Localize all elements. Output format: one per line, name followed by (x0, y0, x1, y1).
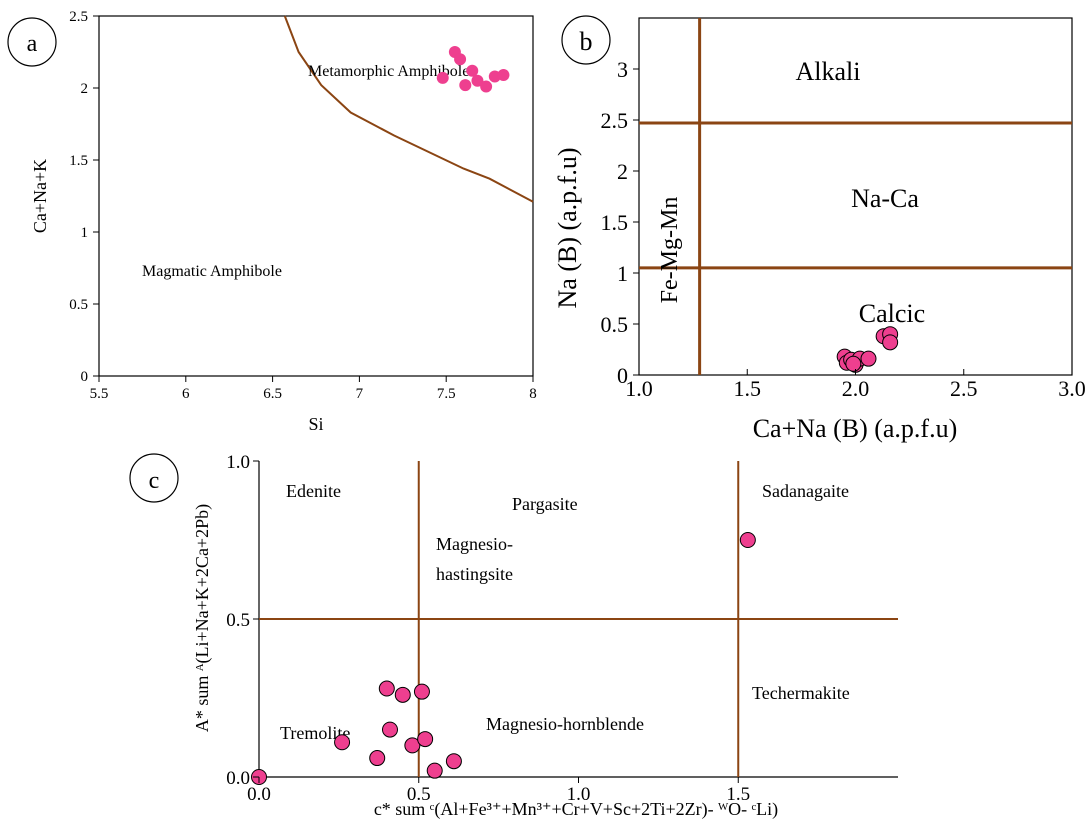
x-tick-label: 5.5 (90, 386, 109, 402)
data-point (334, 734, 351, 751)
y-tick-label: 1 (617, 261, 628, 286)
y-tick-label: 0.5 (601, 312, 629, 337)
field-label: Magnesio- (436, 534, 513, 554)
field-label: Magnesio-hornblende (486, 714, 644, 734)
field-label: Calcic (859, 299, 925, 328)
y-tick-label: 0.5 (69, 297, 88, 313)
data-point (369, 750, 386, 767)
data-point (454, 53, 467, 66)
panel-b-badge (561, 15, 611, 65)
y-tick-label: 1 (81, 225, 89, 241)
data-point (381, 721, 398, 738)
field-label: Fe-Mg-Mn (657, 197, 683, 304)
data-point (480, 80, 493, 93)
data-point (445, 753, 462, 770)
field-label: Magmatic Amphibole (142, 263, 282, 280)
data-point (739, 532, 756, 548)
y-tick-label: 3 (617, 57, 628, 82)
panel-b: b Alkali Na-Ca Calcic Fe-Mg-Mn 1.0 1.5 2.0… (553, 15, 1086, 443)
panel-c-letter: c (149, 468, 160, 494)
x-tick-label: 7 (356, 386, 364, 402)
data-point (394, 686, 411, 703)
data-point (417, 731, 434, 748)
x-tick-label: 1.5 (734, 376, 762, 401)
field-label: Metamorphic Amphibole (308, 63, 469, 80)
panel-c-x-axis-label: c* sum ᶜ(Al+Fe³⁺+Mn³⁺+Cr+V+Sc+2Ti+2Zr)- … (374, 799, 778, 820)
y-tick-label: 2.5 (69, 9, 88, 25)
x-tick-label: 6 (182, 386, 190, 402)
y-tick-label: 1.5 (601, 210, 629, 235)
x-tick-label: 2.5 (950, 376, 978, 401)
x-tick-label: 8 (529, 386, 537, 402)
panel-c: c Edenite Pargasite Magnesio- hastingsit… (129, 452, 898, 820)
data-point (459, 79, 472, 92)
field-label: hastingsite (436, 564, 513, 584)
y-tick-label: 2 (81, 81, 89, 97)
x-tick-label: 2.0 (842, 376, 870, 401)
data-point (426, 762, 443, 779)
y-tick-label: 1.0 (226, 452, 250, 473)
data-point (860, 350, 877, 367)
panel-a-letter: a (27, 31, 38, 57)
panel-a-y-axis-label: Ca+Na+K (30, 159, 50, 233)
x-tick-label: 1.0 (567, 784, 591, 805)
data-point (413, 683, 430, 700)
data-point (471, 74, 484, 87)
field-label: Na-Ca (851, 184, 919, 213)
y-tick-label: 0 (81, 369, 89, 385)
y-tick-label: 0 (617, 363, 628, 388)
panel-b-letter: b (580, 27, 593, 56)
data-point (497, 69, 510, 82)
panel-b-x-axis-label: Ca+Na (B) (a.p.f.u) (753, 414, 958, 443)
x-tick-label: 6.5 (263, 386, 282, 402)
panel-a-boundary-line (283, 15, 534, 203)
panel-a-badge (7, 17, 57, 67)
x-tick-label: 3.0 (1058, 376, 1086, 401)
y-tick-label: 2.5 (601, 108, 629, 133)
x-tick-label: 1.5 (726, 784, 750, 805)
data-point (378, 680, 395, 697)
panel-a-frame (98, 15, 534, 377)
panel-a-x-axis-label: Si (308, 414, 323, 434)
field-label: Techermakite (752, 683, 850, 703)
field-label: Alkali (796, 57, 861, 86)
x-tick-label: 0.0 (247, 784, 271, 805)
y-tick-label: 0.5 (226, 610, 250, 631)
field-label: Tremolite (280, 723, 350, 743)
data-point (466, 64, 479, 77)
y-tick-label: 2 (617, 159, 628, 184)
panel-c-y-axis-label: A* sum ᴬ(Li+Na+K+2Ca+2Pb) (192, 504, 213, 732)
y-tick-label: 1.5 (69, 153, 88, 169)
x-tick-label: 7.5 (437, 386, 456, 402)
field-label: Sadanagaite (762, 481, 849, 501)
field-label: Edenite (286, 481, 341, 501)
data-point (404, 737, 421, 754)
panel-c-badge (129, 453, 179, 503)
data-point (882, 334, 899, 351)
x-tick-label: 1.0 (625, 376, 653, 401)
panel-a: a Metamorphic Amphibole Magmatic Amphibo… (7, 9, 537, 434)
field-label: Pargasite (512, 494, 578, 514)
data-point (436, 71, 449, 84)
x-tick-label: 0.5 (407, 784, 431, 805)
data-point (845, 355, 862, 372)
y-tick-label: 0.0 (226, 768, 250, 789)
panel-b-y-axis-label: Na (B) (a.p.f.u) (553, 148, 582, 309)
